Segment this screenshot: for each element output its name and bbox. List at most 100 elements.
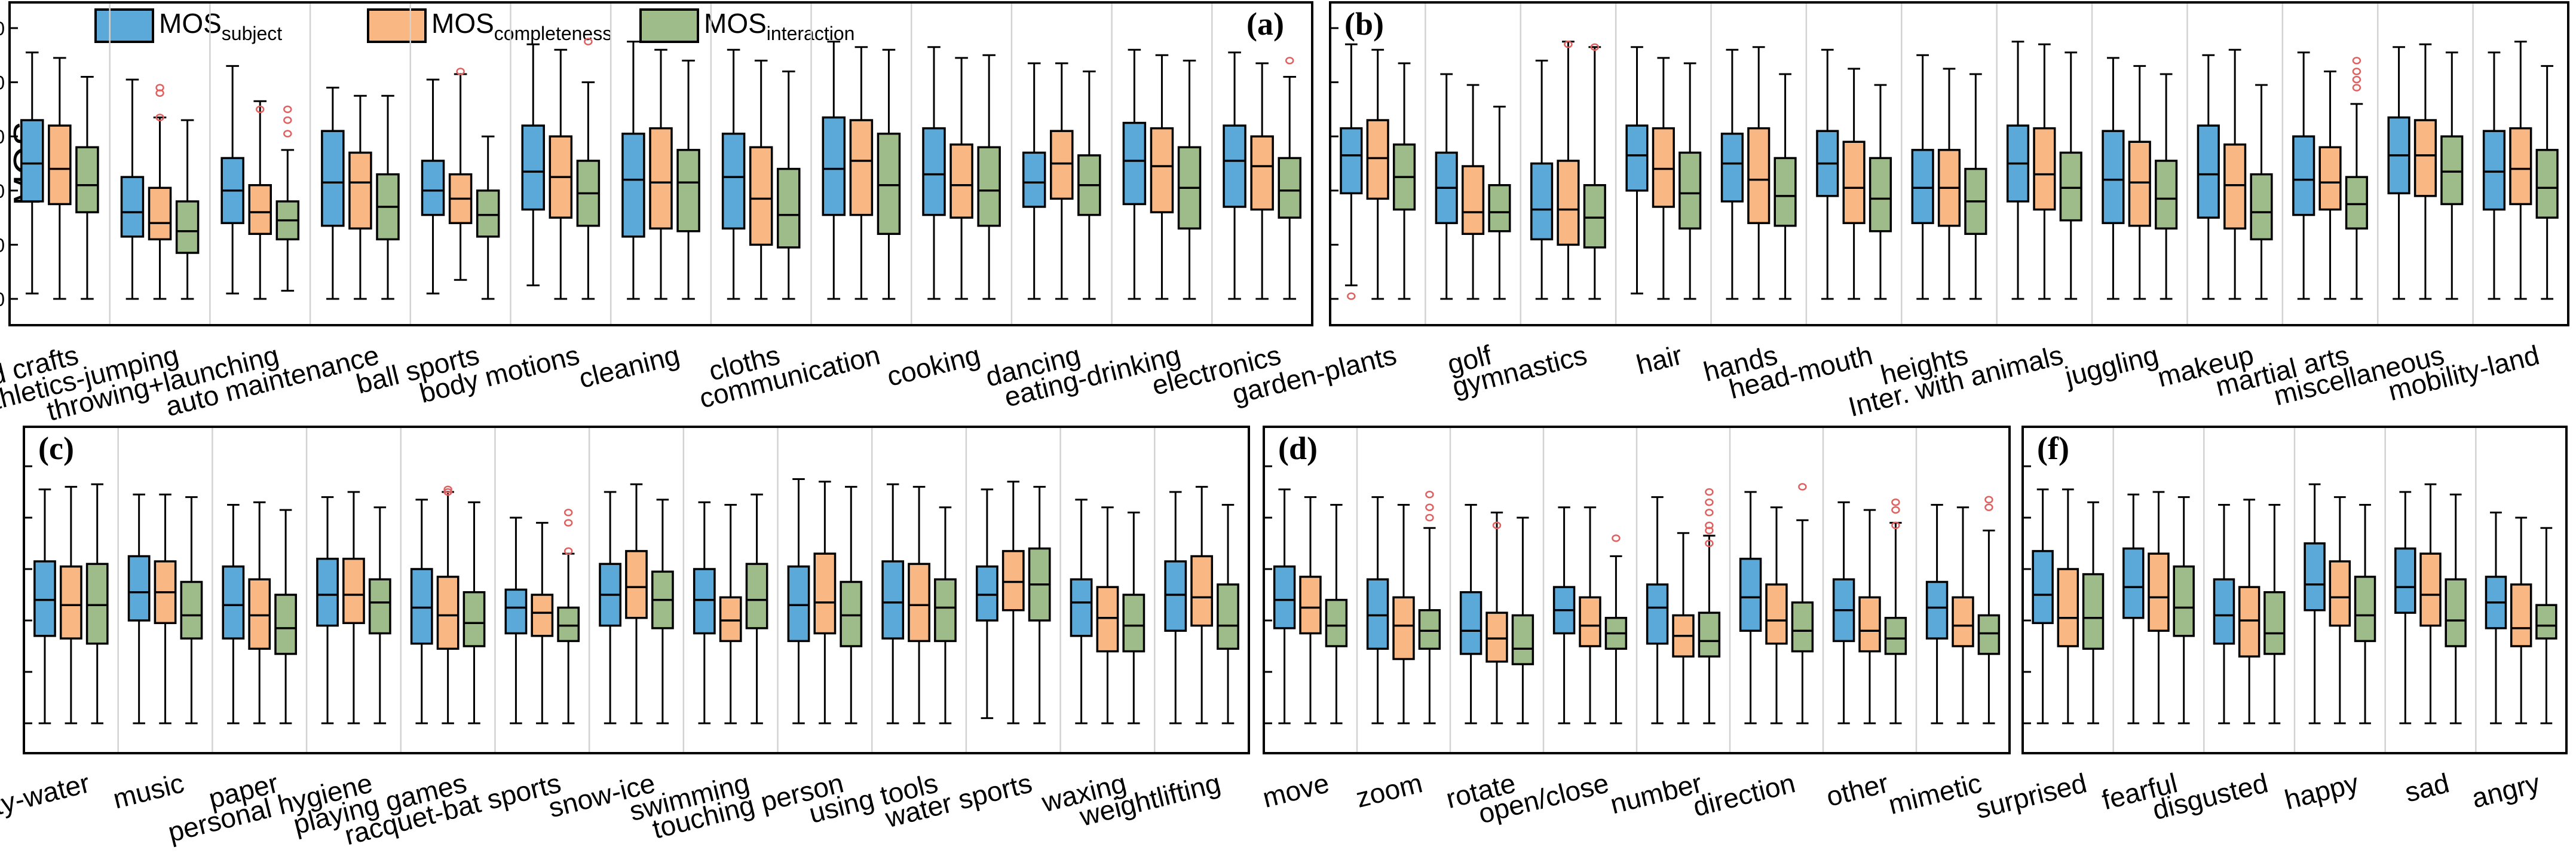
box-interaction <box>840 485 863 724</box>
box-completeness <box>2318 70 2342 300</box>
box-completeness <box>1765 506 1788 724</box>
legend-label: MOSinteraction <box>704 8 854 44</box>
outlier-point <box>1705 521 1714 530</box>
iqr-box <box>2510 583 2532 647</box>
box-completeness <box>2148 491 2170 724</box>
box-subject <box>1925 504 1949 724</box>
legend-swatch <box>94 8 154 43</box>
box-interaction <box>1511 516 1534 724</box>
box-completeness <box>749 59 773 300</box>
box-completeness <box>1937 68 1961 300</box>
iqr-box <box>2238 586 2260 658</box>
box-interaction <box>2535 527 2557 724</box>
iqr-box <box>342 558 365 625</box>
box-completeness <box>1579 506 1601 724</box>
iqr-box <box>975 565 998 622</box>
iqr-box <box>1392 596 1415 661</box>
box-interaction <box>2345 57 2368 300</box>
box-subject <box>504 516 528 724</box>
iqr-box <box>2482 130 2506 211</box>
box-subject <box>2122 493 2145 724</box>
box-subject <box>2485 511 2507 724</box>
outlier-point <box>2352 75 2361 84</box>
box-subject <box>1720 48 1744 300</box>
x-tick-label: mobility-water <box>0 767 93 838</box>
x-tick-label: happy <box>2281 767 2361 815</box>
box-completeness <box>59 485 82 724</box>
iqr-box <box>1557 160 1580 246</box>
x-tick-label: mimetic <box>1885 767 1984 820</box>
iqr-box <box>20 119 44 203</box>
box-subject <box>321 87 345 300</box>
iqr-box <box>719 596 742 643</box>
box-completeness <box>448 68 473 281</box>
box-interaction <box>1177 59 1202 300</box>
outlier-point <box>2352 84 2361 91</box>
box-interaction <box>2535 65 2559 300</box>
iqr-box <box>1325 598 1348 647</box>
box-subject <box>822 41 846 300</box>
iqr-box <box>625 550 648 619</box>
panel-frame <box>1263 426 2011 754</box>
iqr-box <box>2223 143 2247 230</box>
iqr-box <box>2535 149 2559 219</box>
outlier-point <box>1612 534 1621 542</box>
iqr-box <box>1150 127 1174 213</box>
box-interaction <box>2440 51 2464 300</box>
legend-label: MOSsubject <box>159 8 282 44</box>
iqr-box <box>1698 612 1721 658</box>
box-subject <box>410 499 433 724</box>
box-interaction <box>75 76 99 300</box>
iqr-box <box>822 116 846 216</box>
iqr-box <box>1250 135 1274 211</box>
iqr-box <box>1646 583 1669 645</box>
outlier-point <box>1984 503 1993 512</box>
iqr-box <box>1050 130 1074 200</box>
box-completeness <box>1392 504 1415 724</box>
box-completeness <box>2509 41 2532 300</box>
outlier-point <box>443 485 452 493</box>
legend-swatch <box>367 8 427 43</box>
outlier-point <box>1492 521 1502 530</box>
box-completeness <box>2329 496 2351 724</box>
iqr-box <box>2329 560 2351 627</box>
box-completeness <box>1858 509 1881 724</box>
box-completeness <box>1299 496 1322 724</box>
iqr-box <box>248 184 272 236</box>
iqr-box <box>1925 580 1949 640</box>
box-interaction <box>180 496 203 724</box>
box-completeness <box>1485 511 1508 724</box>
box-interaction <box>2173 496 2195 724</box>
iqr-box <box>248 578 271 650</box>
iqr-box <box>421 160 445 216</box>
box-subject <box>2197 54 2220 300</box>
iqr-box <box>2413 119 2437 197</box>
iqr-box <box>521 124 545 211</box>
box-completeness <box>248 100 272 300</box>
box-interaction <box>1217 504 1239 724</box>
y-tick-label: 100 <box>0 18 5 39</box>
iqr-box <box>922 127 946 216</box>
iqr-box <box>462 591 486 647</box>
legend-label-sub: completeness <box>494 23 612 44</box>
box-completeness <box>2419 483 2442 724</box>
box-completeness <box>1190 485 1214 724</box>
outlier-point <box>1891 498 1900 506</box>
iqr-box <box>908 562 930 643</box>
box-subject <box>316 496 339 724</box>
iqr-box <box>2250 173 2273 241</box>
iqr-box <box>222 565 245 640</box>
box-completeness <box>1001 481 1025 724</box>
box-completeness <box>348 94 372 300</box>
x-tick-label: sad <box>2402 767 2452 808</box>
box-interaction <box>557 509 580 724</box>
box-completeness <box>1557 40 1580 300</box>
legend-item-completeness: MOScompleteness <box>367 8 612 44</box>
iqr-box <box>33 560 56 637</box>
iqr-box <box>120 176 145 238</box>
box-completeness <box>1096 506 1119 724</box>
outlier-point <box>1285 57 1294 65</box>
